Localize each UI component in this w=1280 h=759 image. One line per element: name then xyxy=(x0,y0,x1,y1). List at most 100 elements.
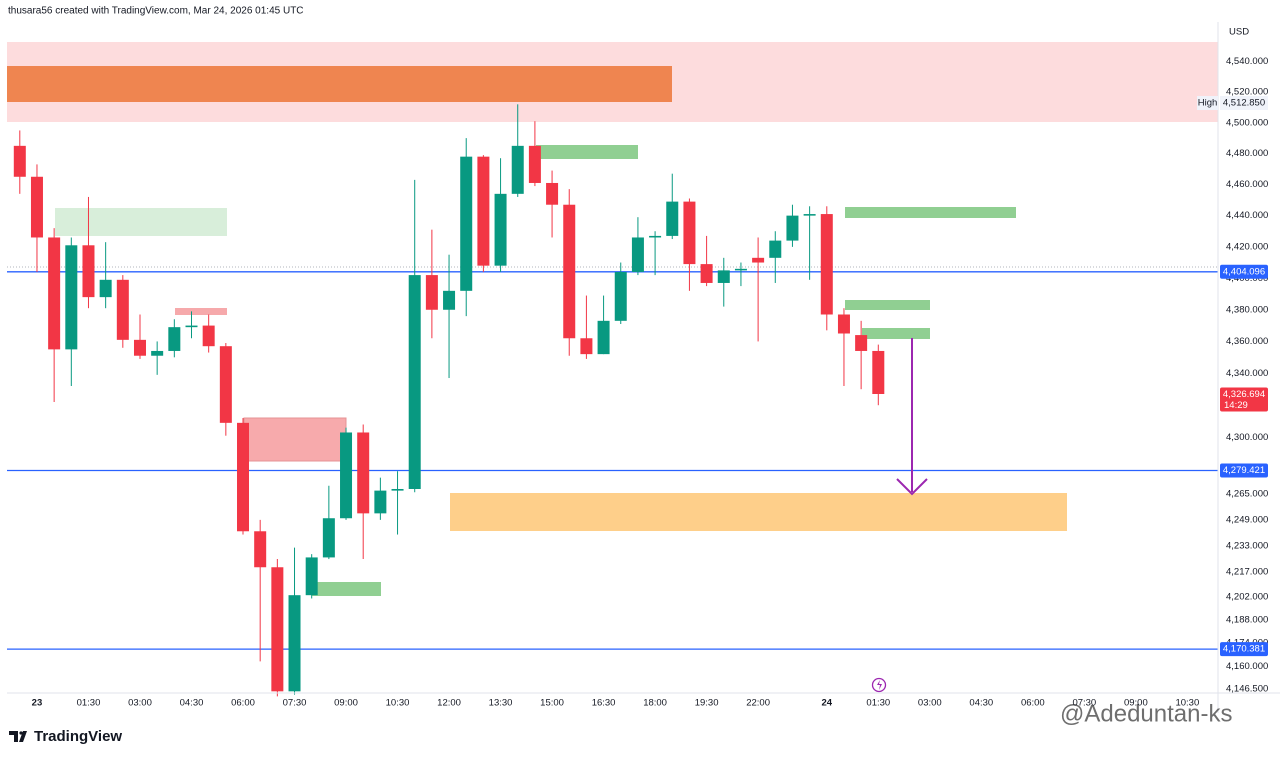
price-label-box xyxy=(1220,642,1268,657)
candle-body xyxy=(580,338,593,355)
candle-body xyxy=(443,290,456,310)
candle-body xyxy=(30,176,43,238)
candle-body xyxy=(13,145,26,177)
candle-body xyxy=(48,237,61,350)
candle-body xyxy=(219,346,232,423)
y-tick-label: 4,360.000 xyxy=(1226,336,1268,347)
plot xyxy=(7,104,1218,697)
candle-body xyxy=(563,204,576,339)
candle-body xyxy=(168,327,181,351)
zone xyxy=(175,308,227,315)
candle-body xyxy=(614,271,627,321)
x-tick-label: 10:30 xyxy=(1175,698,1199,709)
candle-body xyxy=(734,268,747,271)
x-tick-label: 16:30 xyxy=(592,698,616,709)
candle-body xyxy=(254,531,267,568)
x-tick-label: 04:30 xyxy=(969,698,993,709)
candle-body xyxy=(477,156,490,266)
candle-body xyxy=(820,214,833,315)
x-tick-label: 04:30 xyxy=(180,698,204,709)
x-tick-label: 22:00 xyxy=(746,698,770,709)
brand: TradingView xyxy=(34,728,122,745)
x-tick-label: 23 xyxy=(32,698,43,709)
price-label: 4,170.381 xyxy=(1223,644,1265,655)
candle-body xyxy=(340,432,353,519)
y-tick-label: 4,440.000 xyxy=(1226,210,1268,221)
y-tick-label: 4,540.000 xyxy=(1226,56,1268,67)
countdown: 14:29 xyxy=(1224,400,1248,411)
high-tag-box xyxy=(1197,96,1218,111)
price-label: 4,404.096 xyxy=(1223,266,1265,277)
y-tick-label: 4,202.000 xyxy=(1226,591,1268,602)
watermark: @Adeduntan-ks xyxy=(1060,700,1232,727)
zone xyxy=(55,208,227,236)
y-tick-label: 4,249.000 xyxy=(1226,514,1268,525)
x-tick-label: 01:30 xyxy=(866,698,890,709)
candle-body xyxy=(546,182,559,205)
x-tick-label: 19:30 xyxy=(695,698,719,709)
zone xyxy=(7,66,672,102)
candle-body xyxy=(374,490,387,514)
zone xyxy=(845,207,1016,218)
x-tick-label: 12:00 xyxy=(437,698,461,709)
x-tick-label: 07:30 xyxy=(283,698,307,709)
current-price: 4,326.694 xyxy=(1223,389,1265,400)
y-tick-label: 4,217.000 xyxy=(1226,567,1268,578)
candle-body xyxy=(494,193,507,266)
candle-body xyxy=(185,325,198,328)
candle-body xyxy=(357,432,370,514)
candle-body xyxy=(425,275,438,310)
candle-body xyxy=(288,595,301,692)
y-tick-label: 4,188.000 xyxy=(1226,614,1268,625)
candle-body xyxy=(391,488,404,491)
high-value: 4,512.850 xyxy=(1223,98,1265,109)
x-tick-label: 24 xyxy=(822,698,833,709)
price-label: 4,279.421 xyxy=(1223,465,1265,476)
y-tick-label: 4,420.000 xyxy=(1226,241,1268,252)
candle-body xyxy=(82,245,95,298)
y-tick-label: 4,380.000 xyxy=(1226,304,1268,315)
zone xyxy=(312,582,381,596)
candle-body xyxy=(271,567,284,692)
x-tick-label: 13:30 xyxy=(489,698,513,709)
zone xyxy=(845,300,930,310)
candle-body xyxy=(237,422,250,532)
y-tick-label: 4,480.000 xyxy=(1226,148,1268,159)
x-tick-label: 07:30 xyxy=(1072,698,1096,709)
candle-body xyxy=(99,279,112,298)
candle-body xyxy=(769,240,782,258)
candle-body xyxy=(305,557,318,596)
y-tick-label: 4,460.000 xyxy=(1226,179,1268,190)
candle-body xyxy=(65,245,78,350)
candle-body xyxy=(151,350,164,356)
target-zone xyxy=(450,493,1067,531)
event-icon[interactable] xyxy=(871,677,887,693)
zone xyxy=(536,145,638,159)
y-tick-label: 4,340.000 xyxy=(1226,368,1268,379)
candle-body xyxy=(322,518,335,558)
logo: TradingView xyxy=(9,728,122,745)
x-tick-label: 03:00 xyxy=(918,698,942,709)
header: thusara56 created with TradingView.com, … xyxy=(8,6,304,17)
candle-body xyxy=(786,215,799,241)
price-label-box xyxy=(1220,264,1268,279)
y-tick-label: 4,265.000 xyxy=(1226,488,1268,499)
candle-body xyxy=(666,201,679,236)
candle-body xyxy=(803,214,816,216)
candle-body xyxy=(872,350,885,394)
currency: USD xyxy=(1229,27,1249,38)
high-value-box xyxy=(1220,96,1268,111)
candle-body xyxy=(649,235,662,238)
candle-body xyxy=(597,320,610,355)
candle-body xyxy=(116,279,129,340)
zone xyxy=(243,417,347,462)
candle-body xyxy=(408,275,421,489)
current-price-box xyxy=(1220,387,1268,412)
x-tick-label: 09:00 xyxy=(1124,698,1148,709)
candle-body xyxy=(837,314,850,334)
x-tick-label: 06:00 xyxy=(1021,698,1045,709)
candle-body xyxy=(202,325,215,347)
candle-body xyxy=(133,339,146,356)
price-label-box xyxy=(1220,463,1268,478)
